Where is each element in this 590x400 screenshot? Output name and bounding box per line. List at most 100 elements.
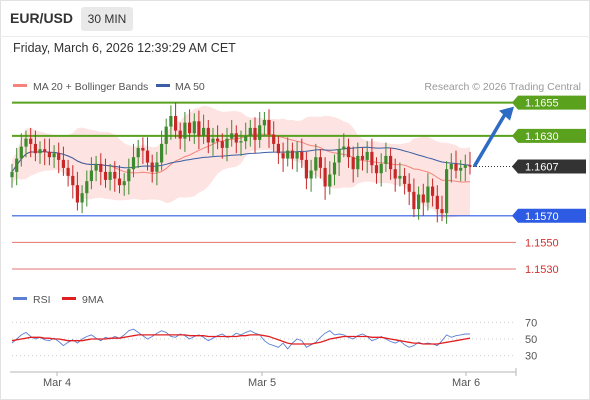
candle — [230, 120, 234, 147]
candle — [117, 165, 122, 194]
candle — [188, 109, 192, 142]
candle — [19, 133, 23, 167]
candle — [202, 114, 206, 144]
candle-body — [164, 126, 168, 144]
level-value: 1.1630 — [525, 131, 559, 143]
candle — [346, 138, 351, 168]
candle-body — [66, 167, 70, 176]
candle-body — [94, 163, 98, 171]
candle-body — [103, 171, 108, 180]
candle — [15, 147, 19, 186]
level-tag — [512, 208, 586, 223]
candle — [211, 127, 215, 156]
candle — [459, 159, 463, 182]
candle-body — [346, 146, 351, 158]
candle — [141, 137, 145, 164]
level-tag — [512, 95, 586, 110]
candle — [206, 120, 210, 154]
candle-body — [108, 171, 112, 180]
candle — [276, 135, 280, 164]
forecast-arrow-shaft — [473, 110, 508, 167]
candle — [290, 142, 294, 170]
candle-body — [379, 163, 383, 174]
candle-layer — [10, 102, 472, 224]
candle — [356, 142, 360, 178]
candle-body — [365, 151, 369, 160]
candle — [309, 159, 313, 192]
candle-body — [370, 151, 374, 166]
candle-body — [407, 183, 411, 192]
candle — [113, 161, 117, 192]
candle — [183, 112, 187, 152]
candle — [323, 157, 327, 200]
candle-body — [342, 146, 346, 150]
candle-body — [389, 155, 393, 170]
candle-body — [89, 170, 93, 182]
candle-body — [374, 165, 379, 174]
candle-body — [295, 151, 299, 159]
candle — [332, 154, 337, 186]
candle-body — [211, 138, 215, 143]
level-tag — [512, 128, 586, 143]
candle — [267, 109, 271, 148]
candle — [286, 137, 290, 167]
rsi-tick-label: 50 — [525, 334, 537, 346]
x-tick-label: Mar 4 — [43, 377, 71, 389]
candle — [351, 146, 355, 183]
candle — [234, 125, 238, 154]
candle-body — [15, 158, 19, 172]
candle-body — [258, 125, 262, 140]
candle-body — [384, 155, 388, 164]
candle — [412, 178, 416, 218]
candle-body — [248, 127, 252, 136]
level-tag — [512, 159, 586, 174]
candle — [262, 112, 266, 136]
candle — [75, 171, 79, 211]
candle-body — [47, 151, 51, 158]
candle-body — [332, 162, 337, 175]
chart-legend: MA 20 + Bollinger Bands MA 50 Research ©… — [13, 81, 581, 93]
candle — [225, 127, 229, 162]
bollinger-legend-swatch — [13, 84, 27, 87]
candle-body — [197, 121, 201, 136]
candle — [131, 143, 136, 178]
candle-body — [136, 147, 140, 158]
candle-body — [33, 143, 37, 154]
candle — [178, 122, 182, 150]
candle — [10, 163, 14, 188]
candle-body — [356, 155, 360, 170]
level-label-1.1655: 1.1655 — [512, 95, 586, 110]
candle — [150, 154, 154, 183]
candle-body — [113, 171, 117, 179]
candle — [370, 138, 374, 174]
level-label-1.1630: 1.1630 — [512, 128, 586, 143]
candle — [80, 185, 84, 214]
level-label-1.1607: 1.1607 — [512, 159, 586, 174]
candle — [160, 130, 164, 171]
candle — [258, 112, 262, 148]
candle-body — [216, 138, 220, 142]
candle — [57, 142, 61, 174]
forecast-arrow-layer — [473, 106, 514, 167]
candle-body — [150, 162, 154, 172]
candle-body — [206, 127, 210, 143]
candle-body — [141, 147, 145, 151]
candle-body — [328, 174, 332, 187]
candle — [197, 110, 201, 150]
candle-body — [24, 138, 28, 147]
interval-button[interactable]: 30 MIN — [81, 7, 133, 31]
header-divider — [0, 36, 590, 37]
candle-body — [398, 175, 402, 179]
candle-body — [276, 143, 280, 154]
rsi-panel: 70 50 30 — [11, 317, 537, 363]
candle-body — [435, 195, 439, 210]
chart-header: EUR/USD 30 MIN — [0, 0, 590, 36]
candle — [360, 147, 365, 171]
level-value: 1.1530 — [525, 264, 559, 276]
candle — [417, 186, 421, 220]
candle-body — [449, 163, 453, 170]
candle-body — [300, 151, 304, 160]
candle — [295, 141, 299, 172]
candle-body — [19, 146, 23, 159]
